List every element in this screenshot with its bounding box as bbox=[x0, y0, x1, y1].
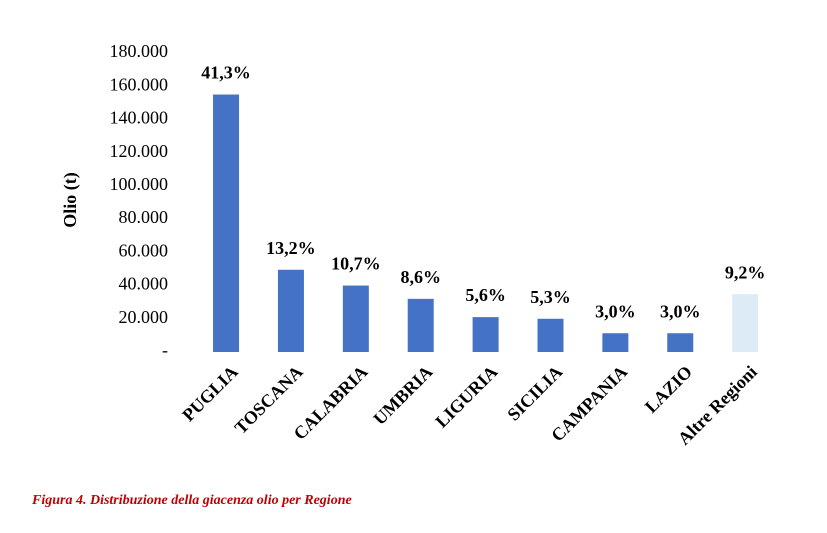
bar bbox=[472, 317, 499, 352]
data-label: 8,6% bbox=[400, 267, 441, 287]
x-tick-label: PUGLIA bbox=[178, 362, 242, 426]
bar bbox=[407, 298, 434, 352]
data-label: 9,2% bbox=[725, 262, 766, 282]
x-tick-label: UMBRIA bbox=[369, 362, 436, 429]
data-label: 13,2% bbox=[266, 238, 316, 258]
y-tick-label: 20.000 bbox=[119, 307, 169, 327]
data-label: 10,7% bbox=[331, 254, 381, 274]
y-tick-label: 60.000 bbox=[119, 240, 169, 260]
bar bbox=[277, 269, 304, 352]
x-tick-label: SICILIA bbox=[503, 362, 566, 425]
bar bbox=[537, 318, 564, 352]
y-tick-label: - bbox=[162, 340, 168, 360]
y-tick-label: 160.000 bbox=[110, 74, 169, 94]
bar bbox=[342, 285, 369, 352]
data-label: 5,3% bbox=[530, 287, 571, 307]
bar bbox=[667, 333, 694, 352]
y-tick-label: 120.000 bbox=[110, 141, 169, 161]
x-tick-label: LIGURIA bbox=[431, 362, 501, 432]
data-label: 41,3% bbox=[201, 63, 251, 83]
y-tick-label: 140.000 bbox=[110, 108, 169, 128]
y-axis-title: Olio (t) bbox=[60, 172, 81, 228]
y-tick-label: 40.000 bbox=[119, 274, 169, 294]
y-tick-label: 180.000 bbox=[110, 41, 169, 61]
data-label: 5,6% bbox=[465, 285, 506, 305]
bar bbox=[213, 94, 240, 353]
x-tick-label: LAZIO bbox=[641, 362, 696, 417]
data-label: 3,0% bbox=[660, 301, 701, 321]
caption: Figura 4. Distribuzione della giacenza o… bbox=[31, 493, 352, 508]
bar bbox=[602, 333, 629, 352]
bar bbox=[732, 294, 759, 352]
y-tick-label: 100.000 bbox=[110, 174, 169, 194]
y-tick-label: 80.000 bbox=[119, 207, 169, 227]
data-label: 3,0% bbox=[595, 301, 636, 321]
